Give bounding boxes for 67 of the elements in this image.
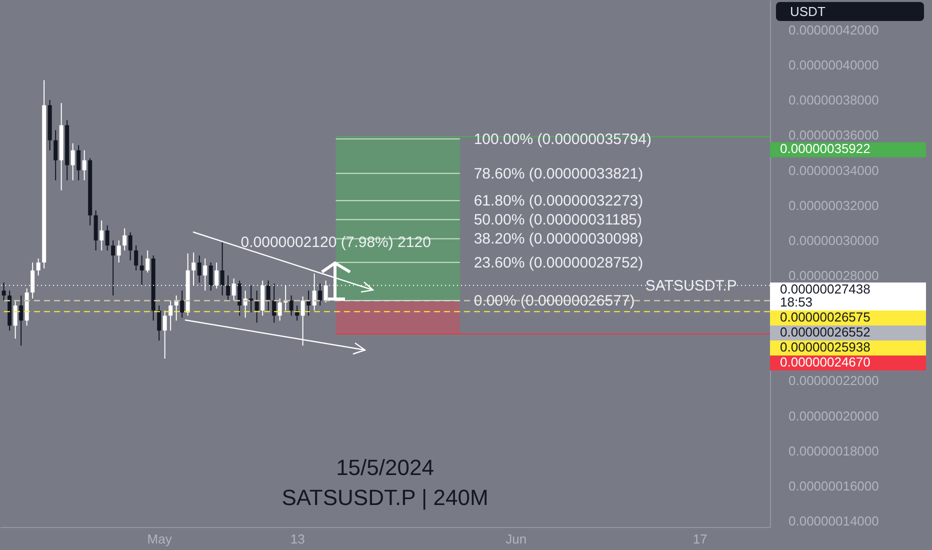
candlestick [128,232,132,261]
candlestick [318,283,322,306]
candlestick [254,290,259,324]
ref-line-label: 61.80% (0.00000032273) [474,192,644,210]
x-tick-label: 17 [692,532,708,546]
candlestick [2,282,6,302]
y-tick-label: 0.00000038000 [788,92,879,108]
x-tick-label: May [147,532,172,546]
candlestick [162,310,167,360]
candlestick [70,142,75,181]
y-tick-label: 0.00000016000 [788,478,879,494]
x-tick-label: Jun [506,532,527,546]
y-tick-label: 0.00000030000 [788,232,879,248]
candlestick [278,298,282,322]
candlestick [140,255,144,286]
y-tick-label: 0.00000040000 [788,58,879,73]
annotation: SATSUSDT.P [645,277,737,294]
candlestick [157,305,162,342]
candlestick [105,224,110,251]
candlestick [111,240,116,296]
text: USDT [776,2,924,21]
candlestick [146,250,150,274]
candlestick [226,275,230,302]
text: 15/5/2024 [336,455,434,480]
annotation: 0.0000002120 (7.98%) 2120 [240,234,431,251]
x-tick-label: 13 [290,532,305,546]
ref-line-label: 0.00000025938 [780,340,870,355]
y-tick-label: 0.00000042000 [788,22,879,38]
y-tick-label: 0.00000020000 [788,408,879,424]
candlestick [122,228,127,251]
candlestick [238,280,242,316]
candlestick [36,258,40,276]
ref-line-label: 0.00000027438 18:53 [780,282,870,310]
ref-line-label: 0.00000024670 [780,354,870,370]
candlestick [76,144,81,181]
y-tick-label: 0.00000036000 [788,128,879,143]
y-tick-label: 0.00000018000 [788,443,879,458]
candlestick [82,150,86,181]
candlestick [208,262,213,292]
y-tick-label: 0.00000032000 [788,198,879,213]
candlestick [266,280,270,312]
ref-line-label: 100.00% (0.00000035794) [474,130,652,148]
ref-line-label: 23.60% (0.00000028752) [474,254,644,272]
ref-line-label: 50.00% (0.00000031185) [474,212,642,229]
y-tick-label: 0.00000028000 [788,268,879,284]
ref-line-label: 0.00000026575 [780,310,870,325]
candlestick [300,296,305,346]
candlestick [168,300,173,332]
ref-line-label: 0.00000035922 [780,141,870,156]
ref-line-label: 0.00000026552 [780,324,870,340]
candlestick [116,240,121,264]
candlestick [197,255,202,284]
candlestick [272,283,276,324]
ref-line-label: 38.20% (0.00000030098) [474,230,644,248]
y-tick-label: 0.00000034000 [788,162,879,178]
y-tick-label: 0.00000014000 [788,514,879,529]
candlestick [289,295,294,316]
y-tick-label: 0.00000022000 [788,373,879,388]
candlestick [134,245,138,271]
candlestick [54,130,58,181]
candlestick [220,242,224,296]
text: SATSUSDT.P | 240M [282,485,488,510]
candlestick [100,220,104,251]
candlestick [180,290,184,318]
candlestick [19,295,24,346]
candlestick [13,300,18,340]
ref-line-label: 78.60% (0.00000033821) [474,165,644,182]
